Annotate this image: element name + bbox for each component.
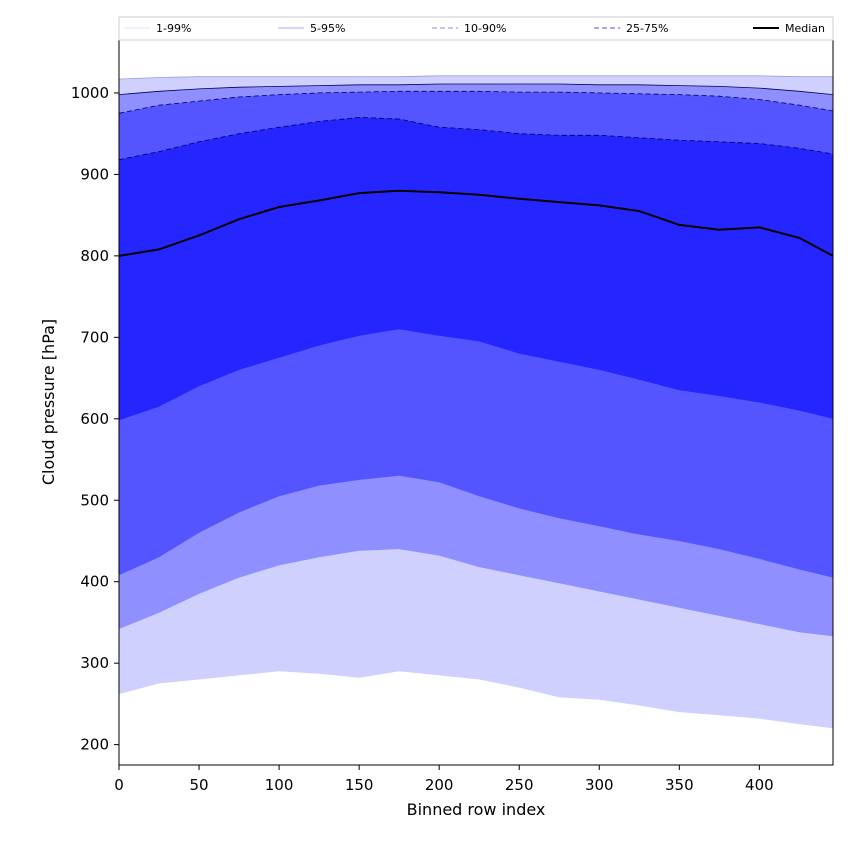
legend-label: Median <box>785 22 825 35</box>
legend-label: 25-75% <box>626 22 668 35</box>
x-tick-label: 50 <box>189 776 208 794</box>
x-tick-label: 250 <box>505 776 534 794</box>
legend-label: 1-99% <box>156 22 191 35</box>
y-tick-label: 800 <box>80 247 109 265</box>
legend-box <box>118 16 834 41</box>
x-tick-label: 400 <box>745 776 774 794</box>
y-tick-label: 600 <box>80 410 109 428</box>
legend: 1-99% 5-95% 10-90% 25-75% Median <box>118 16 834 41</box>
median-line <box>118 189 834 257</box>
x-tick-label: 100 <box>265 776 294 794</box>
y-tick-label: 900 <box>80 165 109 183</box>
y-tick-label: 1000 <box>71 84 109 102</box>
band-upper-edge-1-99% <box>118 75 833 80</box>
x-axis-label: Binned row index <box>407 800 546 819</box>
band-25-75% <box>119 117 833 421</box>
y-tick-label: 200 <box>80 736 109 754</box>
x-axis: 0 50 100 150 200 250 300 350 400 <box>114 765 774 794</box>
band-upper-edge-25-75% <box>118 116 834 161</box>
x-tick-label: 300 <box>585 776 614 794</box>
median-layer <box>118 189 834 257</box>
legend-label: 5-95% <box>310 22 345 35</box>
x-tick-label: 0 <box>114 776 124 794</box>
legend-label: 10-90% <box>464 22 506 35</box>
x-tick-label: 150 <box>345 776 374 794</box>
y-tick-label: 500 <box>80 491 109 509</box>
band-edges-layer <box>118 75 834 161</box>
y-axis-label: Cloud pressure [hPa] <box>39 319 58 485</box>
x-tick-label: 200 <box>425 776 454 794</box>
y-axis: 200 300 400 500 600 700 800 900 1000 <box>71 84 119 754</box>
x-tick-label: 350 <box>665 776 694 794</box>
band-upper-edge-10-90% <box>118 90 834 114</box>
y-tick-label: 700 <box>80 328 109 346</box>
y-tick-label: 300 <box>80 654 109 672</box>
band-upper-edge-5-95% <box>118 83 834 95</box>
y-tick-label: 400 <box>80 573 109 591</box>
bands-layer <box>119 75 833 729</box>
